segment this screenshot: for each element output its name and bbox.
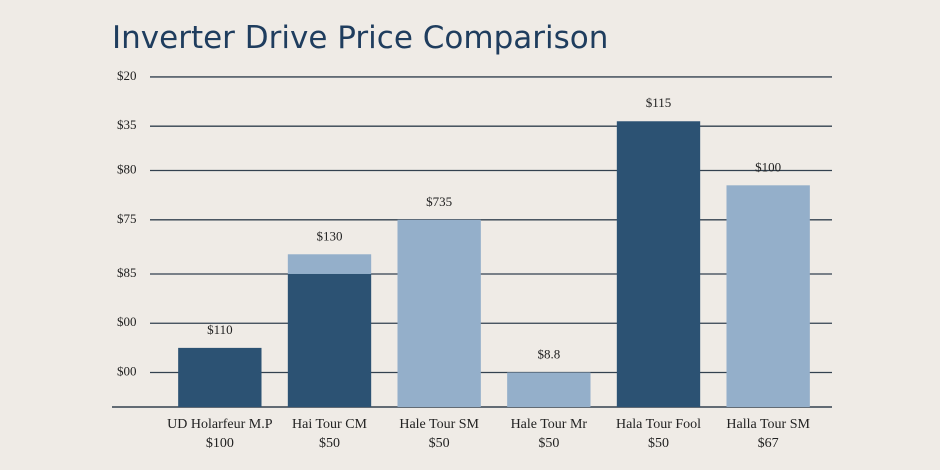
bar-label: $8.8 [537, 346, 560, 361]
bar-label: $100 [755, 159, 781, 174]
x-tick-price: $50 [429, 436, 450, 451]
x-tick-label: Hale Tour SM [399, 417, 479, 432]
x-tick-label: Hai Tour CM [292, 417, 368, 432]
bar [178, 347, 262, 407]
x-tick-label: Halla Tour SM [726, 417, 810, 432]
y-tick-label: $00 [117, 363, 137, 378]
x-tick-price: $50 [538, 436, 559, 451]
bar [397, 219, 481, 407]
y-tick-label: $75 [117, 211, 137, 226]
y-tick-label: $20 [117, 68, 137, 83]
bar [287, 273, 372, 407]
y-tick-label: $00 [117, 314, 137, 329]
y-tick-label: $85 [117, 265, 137, 280]
x-tick-price: $50 [319, 436, 340, 451]
bar [507, 372, 591, 407]
x-tick-price: $67 [758, 436, 779, 451]
bar-label: $735 [426, 194, 452, 209]
chart-title: Inverter Drive Price Comparison [112, 20, 608, 56]
bar-label: $110 [207, 322, 233, 337]
y-tick-label: $80 [117, 162, 137, 177]
y-tick-label: $35 [117, 117, 137, 132]
x-tick-price: $50 [648, 436, 669, 451]
bar [726, 185, 810, 407]
x-tick-label: UD Holarfeur M.P [167, 417, 273, 432]
bar [287, 254, 372, 274]
bar [616, 121, 701, 407]
bar-label: $130 [317, 228, 343, 243]
bar-label: $115 [646, 95, 672, 110]
x-tick-label: Hala Tour Fool [616, 417, 701, 432]
x-tick-price: $100 [206, 436, 234, 451]
x-tick-label: Hale Tour Mr [511, 417, 588, 432]
